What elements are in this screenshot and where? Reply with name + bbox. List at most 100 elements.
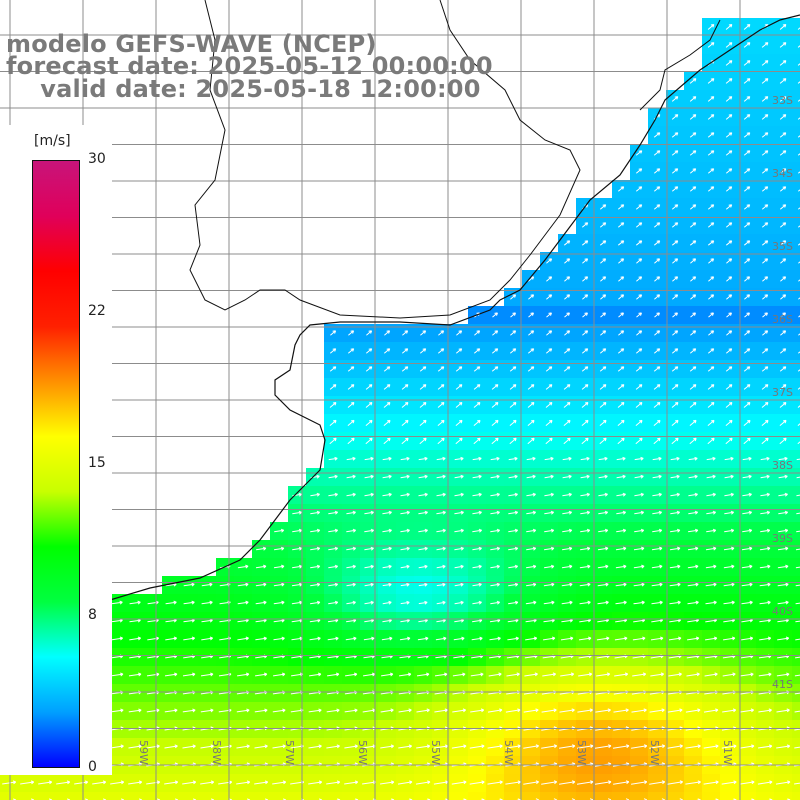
wind-arrow — [780, 294, 787, 300]
wind-arrow — [474, 330, 481, 336]
wind-arrow — [726, 276, 733, 282]
wind-arrow — [451, 780, 467, 785]
wind-arrow — [758, 672, 772, 677]
wind-arrow — [436, 600, 446, 605]
wind-arrow — [561, 564, 573, 569]
wind-arrow — [346, 564, 356, 569]
wind-arrow — [491, 348, 499, 354]
wind-arrow — [523, 744, 540, 749]
wind-arrow — [416, 708, 430, 713]
wind-arrow — [328, 564, 339, 569]
wind-arrow — [760, 456, 770, 461]
wind-arrow — [437, 384, 445, 390]
wind-arrow — [685, 780, 701, 785]
wind-arrow — [576, 780, 594, 785]
wind-arrow — [703, 708, 719, 713]
wind-cell — [18, 792, 36, 800]
wind-arrow — [182, 672, 196, 677]
wind-arrow — [454, 600, 464, 605]
wind-arrow — [401, 366, 409, 372]
wind-arrow — [330, 330, 337, 336]
wind-arrow — [671, 240, 679, 246]
wind-arrow — [580, 456, 590, 461]
wind-arrow — [401, 437, 409, 445]
wind-arrow — [346, 600, 356, 605]
wind-arrow — [487, 708, 503, 713]
wind-arrow — [364, 546, 374, 551]
wind-arrow — [689, 402, 697, 408]
wind-arrow — [689, 348, 697, 354]
wind-arrow — [761, 168, 769, 174]
wind-arrow — [633, 546, 645, 551]
wind-arrow — [327, 636, 339, 641]
wind-cell — [558, 792, 576, 800]
wind-arrow — [724, 528, 735, 533]
wind-arrow — [795, 602, 800, 605]
colorbar-unit: [m/s] — [34, 133, 71, 149]
wind-arrow — [797, 99, 800, 102]
wind-arrow — [670, 492, 680, 497]
wind-arrow — [582, 330, 589, 336]
wind-arrow — [653, 348, 661, 354]
wind-arrow — [417, 636, 429, 641]
wind-arrow — [400, 600, 410, 605]
wind-arrow — [544, 546, 555, 551]
wind-arrow — [759, 546, 771, 551]
wind-arrow — [724, 492, 734, 497]
wind-arrow — [346, 492, 356, 497]
wind-arrow — [472, 492, 482, 497]
wind-arrow — [545, 384, 553, 390]
wind-arrow — [346, 528, 357, 533]
wind-arrow — [454, 510, 464, 515]
wind-arrow — [797, 423, 800, 426]
wind-arrow — [743, 240, 751, 246]
wind-arrow — [492, 330, 499, 336]
wind-arrow — [508, 600, 519, 605]
wind-arrow — [725, 24, 733, 30]
wind-arrow — [739, 744, 755, 749]
wind-arrow — [490, 474, 500, 479]
wind-arrow — [545, 402, 553, 408]
wind-arrow — [797, 441, 800, 445]
wind-arrow — [38, 780, 53, 785]
wind-arrow — [670, 510, 681, 515]
wind-arrow — [328, 600, 339, 605]
wind-arrow — [236, 744, 250, 749]
wind-arrow — [326, 744, 340, 749]
wind-arrow — [779, 114, 787, 120]
wind-arrow — [652, 456, 662, 461]
lat-label: 38S — [772, 459, 793, 472]
wind-arrow — [669, 600, 681, 605]
wind-cell — [270, 792, 288, 800]
wind-arrow — [510, 312, 516, 318]
wind-arrow — [491, 437, 499, 445]
wind-arrow — [455, 348, 463, 354]
wind-arrow — [689, 186, 697, 192]
wind-arrow — [690, 312, 696, 318]
colorbar-panel: [m/s] 30 22 15 8 0 — [0, 125, 112, 775]
title-valid-date: valid date: 2025-05-18 12:00:00 — [6, 75, 481, 103]
wind-arrow — [617, 186, 625, 192]
wind-arrow — [454, 582, 464, 587]
wind-arrow — [794, 746, 800, 749]
wind-arrow — [615, 600, 627, 605]
wind-arrow — [598, 456, 608, 461]
wind-arrow — [400, 456, 410, 461]
wind-arrow — [777, 564, 789, 569]
lagoon-outline — [639, 19, 721, 111]
wind-arrow — [689, 132, 697, 138]
wind-arrow — [777, 546, 789, 551]
lat-label: 37S — [772, 386, 793, 399]
wind-arrow — [164, 780, 179, 785]
wind-arrow — [508, 492, 518, 497]
wind-arrow — [129, 636, 142, 641]
wind-arrow — [779, 96, 787, 102]
wind-arrow — [707, 132, 715, 138]
wind-arrow — [650, 636, 664, 641]
wind-arrow — [670, 456, 680, 461]
wind-cell — [792, 630, 800, 648]
wind-cell — [792, 414, 800, 432]
wind-arrow — [741, 564, 753, 569]
wind-arrow — [400, 582, 410, 587]
wind-arrow — [707, 240, 715, 246]
